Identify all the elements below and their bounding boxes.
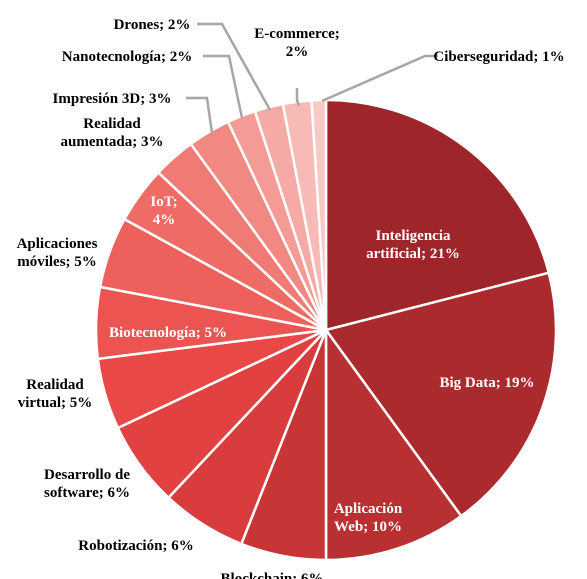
pie-slice-big-data bbox=[323, 271, 558, 518]
leader-line bbox=[203, 54, 244, 119]
data-label: Realidad virtual; 5% bbox=[18, 377, 93, 411]
pie-slices bbox=[94, 98, 558, 562]
data-label: IoT; 4% bbox=[150, 194, 177, 228]
data-label: Realidad aumentada; 3% bbox=[61, 116, 164, 150]
data-label: Robotización; 6% bbox=[78, 538, 193, 554]
slice-labels: Inteligencia artificial; 21% Big Data; 19%… bbox=[17, 17, 565, 579]
leader-lines bbox=[186, 22, 438, 134]
data-label: Ciberseguridad; 1% bbox=[433, 49, 564, 65]
pie-slice-inteligencia-artificial bbox=[324, 98, 551, 332]
data-label: Drones; 2% bbox=[114, 17, 191, 33]
leader-line bbox=[295, 88, 301, 107]
data-label: Inteligencia artificial; 21% bbox=[366, 228, 460, 262]
data-label: Big Data; 19% bbox=[440, 375, 535, 391]
data-label: Biotecnología; 5% bbox=[109, 325, 227, 341]
data-label: Desarrollo de software; 6% bbox=[44, 467, 130, 501]
data-label: Blockchain; 6% bbox=[221, 571, 324, 579]
data-label: E-commerce; 2% bbox=[254, 26, 340, 60]
pie-slice-aplicaci-n-web bbox=[324, 326, 463, 562]
data-label: Aplicaciones móviles; 5% bbox=[17, 236, 98, 270]
leader-line bbox=[197, 22, 272, 111]
data-label: Impresión 3D; 3% bbox=[53, 91, 172, 107]
data-label: Nanotecnología; 2% bbox=[62, 49, 192, 65]
leader-line bbox=[321, 54, 438, 103]
data-label: Aplicación Web; 10% bbox=[334, 501, 403, 535]
leader-line bbox=[186, 96, 214, 134]
